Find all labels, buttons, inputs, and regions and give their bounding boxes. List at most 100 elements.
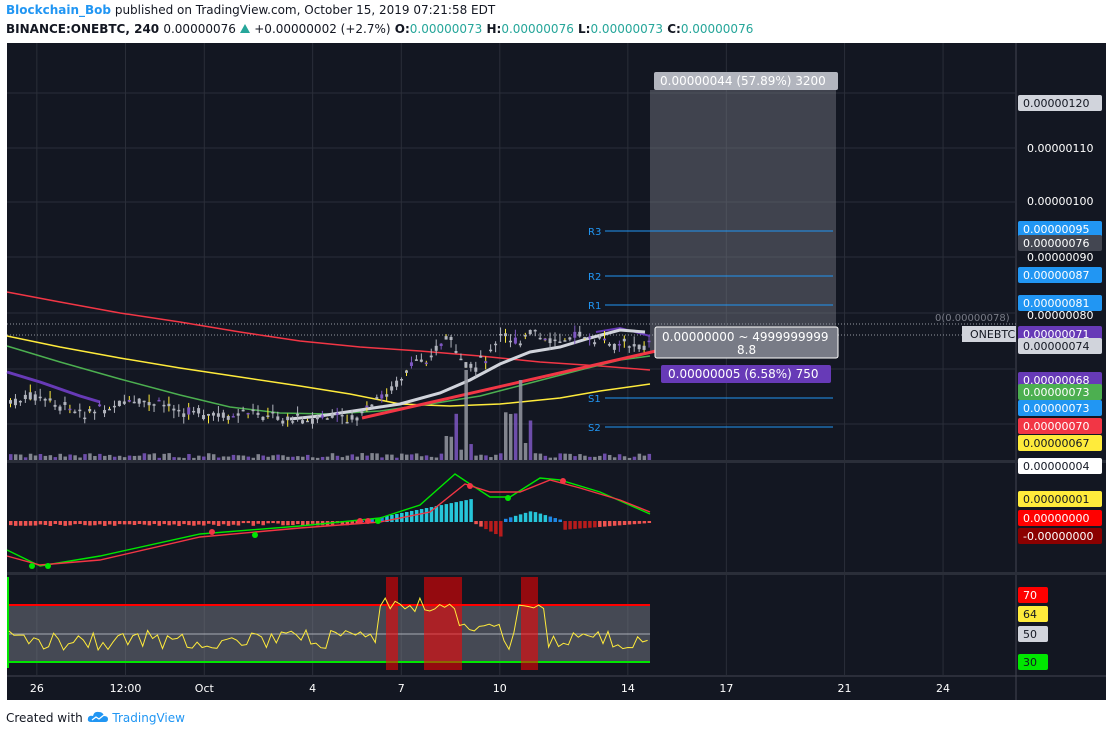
candle-body [88, 409, 92, 412]
macd-bar [286, 521, 290, 526]
candle-body [147, 402, 151, 406]
volume-bar [558, 453, 562, 460]
macd-cross-marker [209, 529, 215, 535]
open-label: O: [394, 22, 410, 36]
candle-body [637, 344, 641, 350]
macd-bar [28, 521, 33, 526]
volume-bar [439, 453, 444, 460]
macd-bar [13, 521, 18, 526]
ma-purple-line-2 [595, 326, 651, 337]
macd-bar [414, 510, 419, 522]
macd-bar [241, 521, 246, 524]
close-value: 0.00000076 [680, 22, 754, 36]
trendline [361, 349, 657, 420]
candle-body [241, 409, 245, 412]
macd-bar [23, 521, 28, 526]
footer-branding: Created with TradingView [6, 711, 185, 725]
candle-body [301, 420, 305, 424]
candle-body [261, 416, 265, 420]
candle-body [598, 337, 602, 339]
macd-bar [187, 521, 191, 526]
macd-bar [504, 518, 508, 522]
candle-body [43, 398, 47, 401]
price-tag: -0.00000000 [1018, 528, 1102, 544]
macd-bar [38, 521, 43, 525]
volume-bar [499, 453, 503, 460]
volume-bar [419, 456, 424, 460]
macd-bar [98, 521, 102, 525]
volume-bar [58, 453, 62, 460]
macd-bar [236, 521, 241, 526]
volume-bar [335, 455, 340, 460]
volume-bar [266, 456, 270, 460]
macd-cross-marker [467, 483, 473, 489]
price-tag-text: 0.00000068 [1023, 374, 1089, 387]
volume-bar [231, 454, 236, 460]
candle-body [246, 412, 250, 415]
created-with-text: Created with [6, 711, 83, 725]
candle-body [489, 349, 493, 352]
time-axis-area [7, 676, 1016, 700]
candle-body [365, 405, 369, 408]
macd-cross-marker [505, 495, 511, 501]
tradingview-link[interactable]: TradingView [112, 711, 185, 725]
macd-bar [296, 521, 300, 525]
macd-bar [459, 501, 463, 522]
macd-bar [261, 521, 265, 526]
candle-body [236, 413, 240, 416]
price-tag-text: 0.00000001 [1023, 493, 1089, 506]
volume-bar [474, 455, 478, 460]
ma-white-line [289, 328, 646, 421]
volume-bar [256, 454, 260, 460]
rsi-overbought-zone [521, 577, 538, 670]
macd-bar [167, 521, 171, 526]
price-tag-bg [1018, 458, 1102, 474]
candle-body [513, 337, 517, 344]
pivot-label-s1: S1 [588, 394, 601, 405]
author-name[interactable]: Blockchain_Bob [6, 3, 111, 17]
symbol-tag: ONEBTC [962, 326, 1016, 342]
time-axis-label: 10 [493, 682, 507, 695]
measure-mid-text-1: 0.00000000 ~ 4999999999 [662, 330, 829, 344]
volume-bar [330, 453, 335, 460]
candle-body [424, 362, 428, 365]
macd-bar [281, 521, 285, 526]
volume-bar [538, 453, 543, 460]
volume-bar [553, 457, 557, 460]
volume-bar [573, 456, 577, 460]
macd-bar [112, 521, 117, 526]
macd-bar [142, 521, 147, 525]
price-tag-text: 0.00000074 [1023, 340, 1089, 353]
macd-bar [548, 516, 553, 522]
macd-bar [226, 521, 231, 526]
volume-bar [390, 454, 394, 460]
ma-red-line [6, 291, 651, 371]
macd-bar [251, 521, 256, 526]
candle-body [400, 379, 404, 381]
volume-bar [261, 455, 265, 460]
price-tag-text: 0.00000071 [1023, 328, 1089, 341]
macd-bar [573, 521, 577, 529]
candle-body [266, 415, 270, 417]
volume-bar [38, 454, 43, 460]
chart-canvas[interactable]: R3 R2 R1 S1 S2 0(0.00000078) 0.00000110 0.00000… [0, 40, 1111, 702]
macd-bar [306, 521, 310, 526]
macd-bar [68, 521, 72, 526]
candle-body [449, 337, 453, 341]
macd-signal-line [6, 479, 651, 566]
volume-bar [504, 412, 508, 460]
macd-bar [479, 521, 483, 527]
volume-bar [568, 453, 572, 460]
candle-body [310, 418, 314, 424]
price-tag-text: 0.00000095 [1023, 223, 1089, 236]
pivot-label-r1: R1 [588, 301, 601, 312]
candle-body [439, 343, 443, 346]
macd-bar [647, 521, 652, 523]
time-axis-label: 17 [719, 682, 733, 695]
candle-body [603, 338, 606, 341]
volume-series [9, 370, 652, 460]
macd-bar [117, 521, 122, 525]
volume-bar [236, 455, 241, 460]
macd-bar [489, 521, 493, 532]
publish-info: Blockchain_Bob published on TradingView.… [6, 3, 495, 17]
